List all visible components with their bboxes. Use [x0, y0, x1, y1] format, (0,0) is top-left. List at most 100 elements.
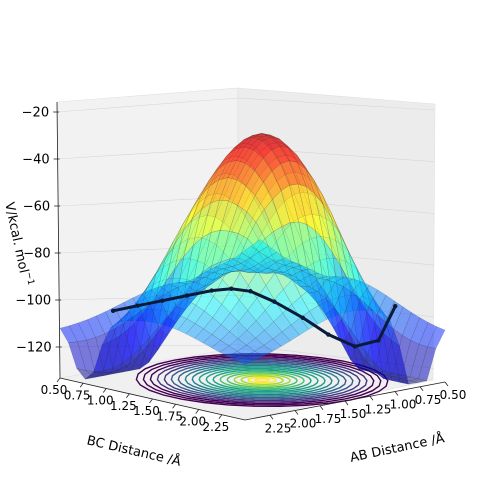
ab-tick-label: 2.00 — [290, 417, 317, 431]
z-axis-label-unit-exponent: −1 — [23, 271, 36, 286]
ab-tick-mark — [444, 381, 449, 387]
trajectory-point — [110, 308, 116, 313]
bc-tick-mark — [79, 383, 84, 388]
surface-facet — [280, 160, 299, 186]
surface-facet — [350, 342, 369, 370]
gridline — [237, 97, 435, 111]
bc-tick-mark — [56, 377, 61, 383]
ab-axis-ticks: 0.500.751.001.251.501.752.002.25 — [265, 381, 467, 435]
contour-level — [170, 360, 354, 400]
ab-tick-label: 2.25 — [265, 421, 292, 435]
bc-tick-label: 0.50 — [41, 383, 68, 397]
surface-facet — [194, 328, 213, 344]
surface-facet — [96, 311, 115, 335]
bc-tick-mark — [195, 409, 200, 414]
ab-tick-label: 0.50 — [440, 388, 467, 402]
surface-facet — [227, 350, 247, 361]
surface-facet — [229, 204, 248, 234]
trajectory-point — [209, 288, 214, 293]
surface-facet — [195, 276, 214, 287]
surface-facet — [292, 265, 312, 271]
bc-axis-ticks: 0.500.751.001.251.501.752.002.25 — [41, 377, 229, 434]
contour-level — [191, 364, 333, 396]
trajectory-point — [135, 303, 140, 308]
bc-tick-mark — [126, 393, 130, 398]
bc-tick-label: 2.00 — [179, 415, 206, 429]
surface-facet — [246, 337, 265, 352]
contour-level — [163, 358, 361, 402]
bc-tick-label: 1.75 — [156, 409, 183, 423]
z-tick-label: −80 — [23, 247, 50, 262]
contour-level — [184, 363, 340, 397]
surface-facet — [68, 322, 87, 343]
potential-surface — [59, 133, 446, 385]
ab-tick-mark — [294, 410, 299, 415]
ab-tick-mark — [394, 391, 399, 396]
bc-tick-label: 1.00 — [87, 394, 114, 408]
bc-tick-label: 1.50 — [133, 404, 160, 418]
surface-facet — [231, 263, 251, 271]
ab-tick-mark — [319, 405, 324, 410]
trajectory-point — [376, 338, 381, 343]
surface-facet — [318, 276, 336, 280]
surface-facet — [324, 307, 343, 329]
contour-level — [142, 354, 382, 406]
z-tick-label: −120 — [16, 341, 52, 356]
surface-facet — [195, 271, 215, 278]
contour-level — [233, 373, 291, 387]
surface-facet — [272, 190, 291, 227]
surface-facet — [236, 146, 255, 164]
surface-facet — [235, 137, 254, 150]
surface-facet — [266, 270, 284, 274]
contour-level — [240, 374, 284, 386]
contour-level — [205, 367, 319, 393]
surface-facet — [244, 133, 262, 140]
ab-tick-label: 1.00 — [390, 398, 417, 412]
trajectory-point — [248, 289, 253, 294]
trajectory-point — [326, 332, 331, 337]
ab-tick-label: 1.75 — [315, 412, 342, 426]
bc-tick-mark — [218, 414, 223, 419]
surface-facet — [202, 334, 221, 348]
surface-facet — [76, 368, 95, 380]
surface-facet — [272, 331, 291, 347]
trajectory-point — [272, 299, 277, 304]
surface-facet — [300, 274, 319, 287]
contour-level — [156, 357, 368, 403]
contour-level — [219, 370, 305, 390]
surface-facet — [254, 181, 273, 210]
surface-facet — [231, 270, 249, 273]
contour-level — [247, 376, 277, 384]
ab-axis-label: AB Distance /Å — [348, 430, 446, 466]
surface-facet — [210, 199, 229, 233]
trajectory-point — [352, 344, 358, 349]
trajectory-point — [300, 315, 306, 321]
surface-facet — [150, 286, 169, 298]
ab-tick-mark — [269, 415, 274, 420]
surface-facet — [237, 185, 256, 213]
bc-tick-mark — [102, 388, 107, 393]
z-tick-label: −100 — [15, 294, 51, 309]
surface-facet — [178, 281, 196, 285]
gridline — [57, 147, 239, 160]
trajectory-path — [110, 286, 398, 349]
surface-facet — [105, 306, 124, 330]
trajectory-point — [184, 293, 190, 298]
bc-tick-mark — [172, 404, 176, 409]
trajectory-point — [160, 298, 165, 303]
surface-facet — [159, 283, 178, 293]
bc-tick-label: 1.25 — [110, 399, 137, 413]
ab-tick-label: 0.75 — [415, 393, 442, 407]
bc-tick-label: 0.75 — [64, 388, 91, 402]
trajectory-point — [229, 286, 234, 291]
surface-facet — [228, 338, 247, 352]
z-tick-label: −40 — [22, 153, 49, 168]
surface-facet — [400, 380, 418, 385]
contour-level — [226, 372, 298, 389]
ab-tick-label: 1.50 — [340, 407, 367, 421]
contour-level — [198, 366, 326, 394]
bc-axis-label: BC Distance /Å — [85, 432, 182, 469]
contour-level — [212, 369, 312, 392]
surface-facet — [262, 149, 281, 172]
